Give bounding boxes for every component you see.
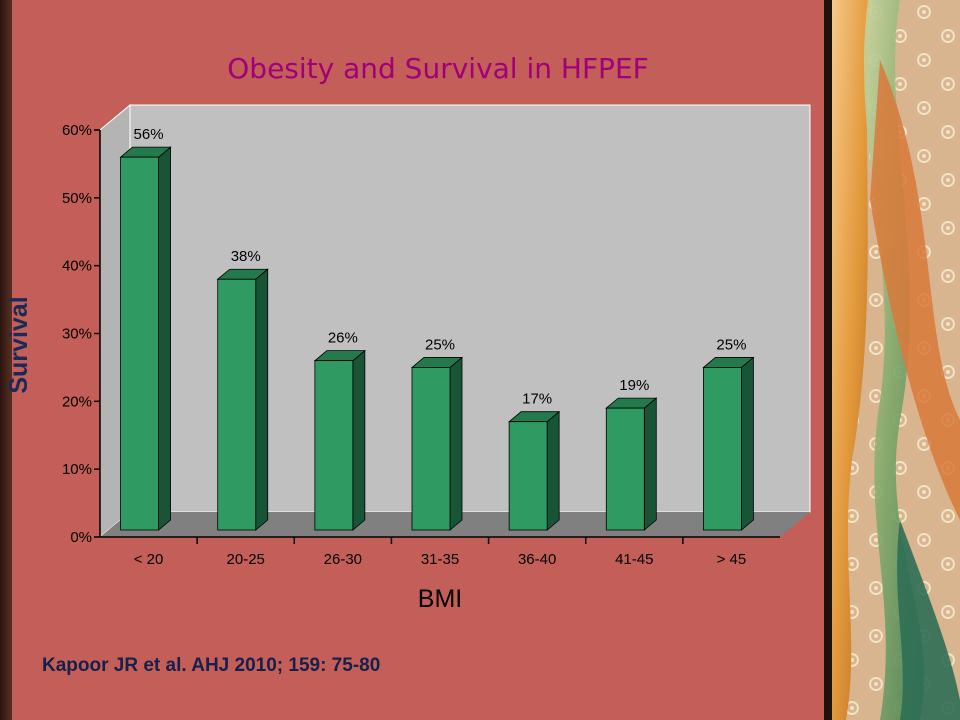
x-tick-label: 20-25 [227, 551, 265, 568]
bar [314, 360, 354, 531]
y-tick-label: 60% [62, 122, 92, 139]
x-tick-label: 26-30 [324, 551, 362, 568]
bar-side [255, 268, 269, 531]
bar-side [449, 356, 463, 531]
slide-title: Obesity and Survival in HFPEF [227, 52, 649, 85]
y-tick-label: 20% [62, 393, 92, 410]
bar [508, 421, 548, 531]
data-label: 56% [134, 126, 164, 143]
bar-side [546, 410, 560, 531]
data-label: 17% [522, 391, 552, 408]
x-tick-label: 36-40 [518, 551, 556, 568]
x-tick-label: < 20 [134, 551, 164, 568]
data-label: 25% [425, 336, 455, 353]
y-tick-label: 10% [62, 461, 92, 478]
bar [411, 367, 451, 531]
data-label: 25% [716, 336, 746, 353]
data-label: 26% [328, 330, 358, 347]
y-tick-label: 50% [62, 190, 92, 207]
bar-side [741, 356, 754, 531]
data-label: 38% [231, 248, 261, 265]
bar [605, 407, 645, 531]
floral-ribbon-decoration [824, 0, 960, 720]
citation: Kapoor JR et al. AHJ 2010; 159: 75-80 [42, 655, 380, 676]
bar-side [352, 349, 366, 531]
bar-chart: 0% 10% 20% 30% 40% 50% 60% 56% < 20 38% 20-25 26% 26… [62, 103, 811, 568]
bar-side [158, 146, 171, 531]
bar [217, 278, 257, 531]
x-tick-label: > 45 [717, 551, 747, 568]
bar [703, 367, 742, 531]
data-label: 19% [619, 377, 649, 394]
x-tick-label: 31-35 [421, 551, 459, 568]
y-axis-title: Survival [5, 296, 33, 393]
x-tick-label: 41-45 [615, 551, 653, 568]
y-tick-label: 40% [62, 258, 92, 275]
bar-side [643, 397, 657, 531]
slide-left-edge [0, 0, 12, 720]
y-tick-label: 30% [62, 326, 92, 343]
y-tick-label: 0% [70, 529, 92, 546]
bar [120, 156, 159, 531]
x-axis-title: BMI [418, 585, 462, 613]
